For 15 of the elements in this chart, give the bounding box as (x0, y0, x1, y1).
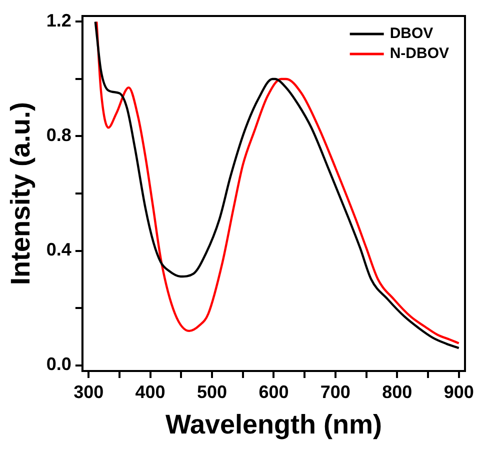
legend-label: N-DBOV (390, 45, 450, 62)
y-tick-label: 0.8 (46, 125, 72, 146)
x-tick-label: 600 (258, 382, 289, 402)
x-tick-label: 800 (382, 382, 412, 402)
x-tick-label: 900 (444, 382, 474, 402)
y-tick-label: 0.0 (46, 354, 72, 374)
x-tick-label: 500 (196, 382, 228, 402)
y-axis-title: Intensity (a.u.) (6, 102, 36, 286)
x-tick-label: 300 (74, 382, 104, 402)
y-tick-label: 0.4 (46, 240, 72, 260)
legend-label: DBOV (390, 25, 434, 42)
x-axis-title: Wavelength (nm) (165, 409, 382, 440)
y-tick-label: 1.2 (46, 10, 72, 31)
x-tick-label: 700 (320, 382, 350, 402)
x-tick-label: 400 (135, 382, 166, 402)
